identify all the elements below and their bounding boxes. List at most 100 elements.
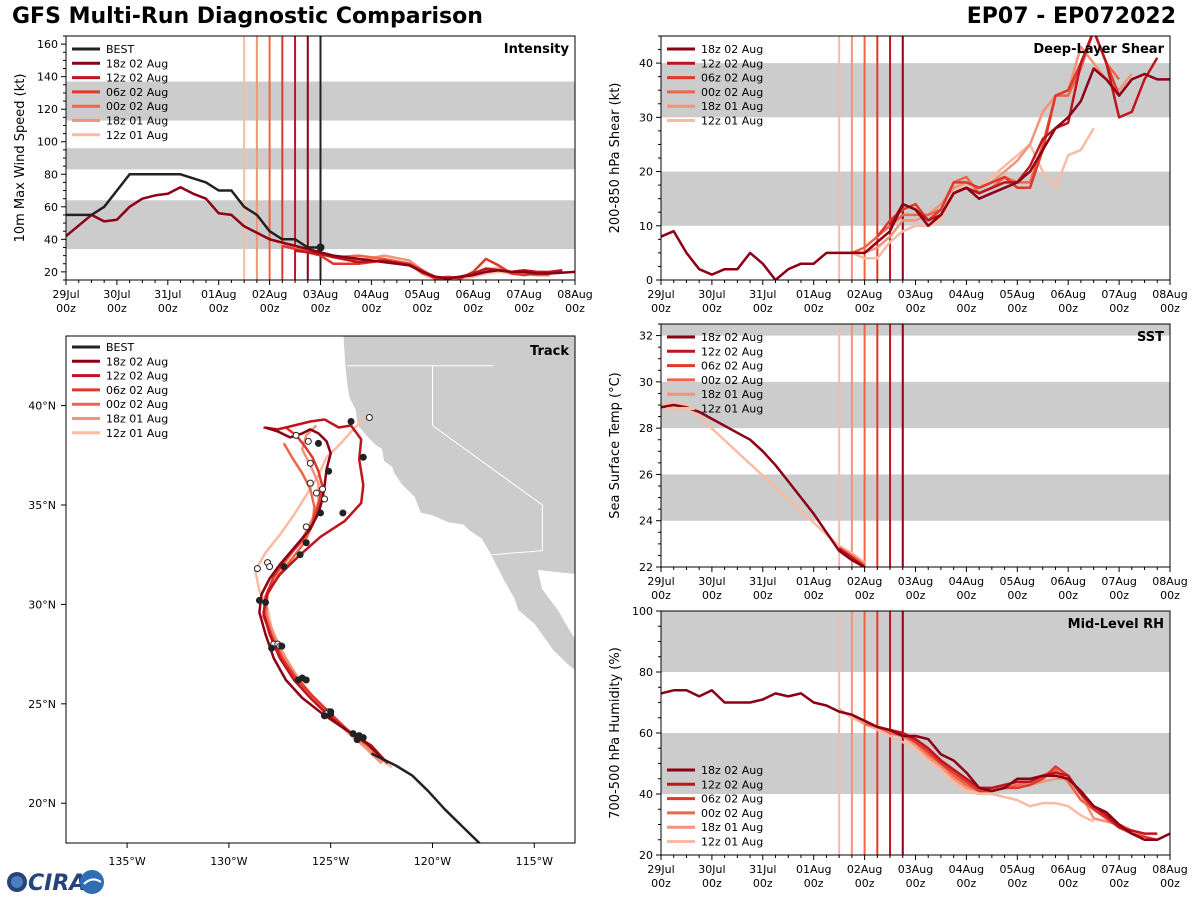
- rh-legend-label: 12z 01 Aug: [701, 836, 763, 849]
- intensity-xtick-label: 00z: [56, 302, 76, 315]
- sst-series-line: [661, 403, 866, 567]
- sst-band: [661, 324, 1170, 336]
- sst-ylabel: Sea Surface Temp (°C): [608, 372, 623, 519]
- sst-ytick-label: 22: [639, 561, 653, 574]
- track-point-filled: [359, 453, 367, 461]
- sst-xtick-label: 29Jul: [647, 575, 674, 588]
- shear-xtick-label: 00z: [753, 302, 773, 315]
- shear-xtick-label: 00z: [855, 302, 875, 315]
- intensity-xtick-label: 03Aug: [303, 288, 338, 301]
- track-line: [262, 418, 389, 765]
- track-xtick-label: 115°W: [516, 855, 553, 868]
- track-line: [370, 752, 482, 843]
- shear-legend-label: 18z 02 Aug: [701, 43, 763, 56]
- rh-ytick-label: 80: [639, 666, 653, 679]
- rh-legend-label: 18z 01 Aug: [701, 821, 763, 834]
- track-point-open: [302, 523, 310, 531]
- intensity-best-point: [316, 243, 325, 252]
- shear-xtick-label: 00z: [702, 302, 722, 315]
- track-ytick-label: 25°N: [28, 698, 56, 711]
- track-point-filled: [321, 712, 329, 720]
- sst-band: [661, 474, 1170, 521]
- track-point-filled: [262, 598, 270, 606]
- intensity-xtick-label: 29Jul: [52, 288, 79, 301]
- rh-legend-label: 12z 02 Aug: [701, 778, 763, 791]
- sst-xtick-label: 02Aug: [847, 575, 882, 588]
- track-ytick-label: 30°N: [28, 598, 56, 611]
- cira-logo: CIRA: [7, 870, 104, 896]
- shear-xtick-label: 00z: [1007, 302, 1027, 315]
- intensity-xtick-label: 00z: [209, 302, 229, 315]
- state-border: [538, 570, 575, 575]
- shear-xtick-label: 00z: [651, 302, 671, 315]
- intensity-legend-label: 06z 02 Aug: [106, 86, 168, 99]
- intensity-xtick-label: 05Aug: [405, 288, 440, 301]
- track-point-open: [304, 437, 312, 445]
- track-legend-label: 06z 02 Aug: [106, 384, 168, 397]
- track-point-filled: [314, 439, 322, 447]
- rh-legend-label: 18z 02 Aug: [701, 764, 763, 777]
- track-point-filled: [347, 417, 355, 425]
- track-point-filled: [296, 551, 304, 559]
- sst-ytick-label: 28: [639, 422, 653, 435]
- rh-xtick-label: 00z: [804, 877, 824, 890]
- intensity-legend-label: 00z 02 Aug: [106, 100, 168, 113]
- rh-series-line: [838, 707, 1095, 823]
- intensity-xtick-label: 00z: [311, 302, 331, 315]
- rh-ytick-label: 60: [639, 727, 653, 740]
- intensity-xtick-label: 02Aug: [252, 288, 287, 301]
- rh-xtick-label: 04Aug: [949, 863, 984, 876]
- shear-ytick-label: 20: [639, 166, 653, 179]
- shear-xtick-label: 00z: [1058, 302, 1078, 315]
- shear-legend-label: 00z 02 Aug: [701, 86, 763, 99]
- rh-xtick-label: 00z: [957, 877, 977, 890]
- track-ytick-label: 20°N: [28, 797, 56, 810]
- track-ytick-label: 40°N: [28, 400, 56, 413]
- shear-ylabel: 200-850 hPa Shear (kt): [608, 83, 623, 234]
- track-line: [262, 426, 387, 763]
- sst-xtick-label: 00z: [1058, 589, 1078, 602]
- shear-legend-label: 18z 01 Aug: [701, 100, 763, 113]
- track-legend-label: 18z 01 Aug: [106, 413, 168, 426]
- rh-ytick-label: 20: [639, 849, 653, 862]
- shear-panel: 01020304029Jul00z30Jul00z31Jul00z01Aug00…: [608, 35, 1188, 315]
- shear-xtick-label: 02Aug: [847, 288, 882, 301]
- sst-title: SST: [1137, 330, 1164, 345]
- sst-legend-label: 06z 02 Aug: [701, 360, 763, 373]
- track-point-open: [321, 495, 329, 503]
- rh-xtick-label: 01Aug: [796, 863, 831, 876]
- intensity-ytick-label: 100: [37, 136, 58, 149]
- sst-xtick-label: 05Aug: [1000, 575, 1035, 588]
- shear-xtick-label: 04Aug: [949, 288, 984, 301]
- sst-xtick-label: 03Aug: [898, 575, 933, 588]
- shear-xtick-label: 05Aug: [1000, 288, 1035, 301]
- intensity-xtick-label: 04Aug: [354, 288, 389, 301]
- intensity-xtick-label: 00z: [362, 302, 382, 315]
- sst-xtick-label: 01Aug: [796, 575, 831, 588]
- sst-xtick-label: 31Jul: [749, 575, 776, 588]
- shear-ytick-label: 0: [646, 274, 653, 287]
- intensity-ytick-label: 80: [44, 168, 58, 181]
- track-point-filled: [327, 710, 335, 718]
- rh-series-line: [661, 689, 1170, 842]
- rh-xtick-label: 07Aug: [1101, 863, 1136, 876]
- track-point-filled: [339, 509, 347, 517]
- rh-ytick-label: 40: [639, 788, 653, 801]
- intensity-ytick-label: 160: [37, 38, 58, 51]
- shear-ytick-label: 40: [639, 57, 653, 70]
- shear-legend-label: 12z 01 Aug: [701, 115, 763, 128]
- sst-legend-label: 18z 02 Aug: [701, 331, 763, 344]
- sst-xtick-label: 00z: [1007, 589, 1027, 602]
- intensity-series-line: [66, 173, 321, 249]
- sst-xtick-label: 00z: [1160, 589, 1180, 602]
- intensity-title: Intensity: [504, 42, 570, 57]
- shear-series-line: [888, 36, 1159, 227]
- shear-ytick-label: 30: [639, 111, 653, 124]
- intensity-legend-label: BEST: [106, 43, 134, 56]
- track-xtick-label: 120°W: [414, 855, 451, 868]
- track-xtick-label: 130°W: [210, 855, 247, 868]
- track-xtick-label: 135°W: [108, 855, 145, 868]
- sst-legend-label: 18z 01 Aug: [701, 388, 763, 401]
- rh-xtick-label: 05Aug: [1000, 863, 1035, 876]
- rh-series-line: [877, 725, 1158, 842]
